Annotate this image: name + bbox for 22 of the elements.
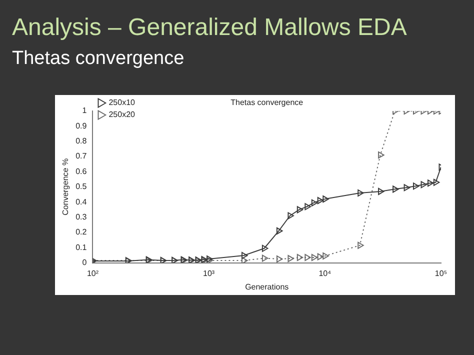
text: Thetas convergence: [230, 98, 304, 107]
x-tick-label: 10³: [203, 268, 215, 278]
legend-label: 250x20: [108, 110, 136, 120]
y-tick-label: 0.7: [76, 152, 88, 161]
legend-label: 250x10: [108, 98, 136, 108]
chart-subtitle: Thetas convergence: [12, 48, 184, 70]
y-tick-label: 0.2: [76, 228, 88, 237]
y-tick-label: 0.5: [76, 182, 88, 192]
y-axis-title: Convergence %: [61, 158, 70, 216]
x-tick-label: 10⁴: [318, 268, 332, 278]
y-tick-label: 0.6: [76, 166, 88, 176]
x-tick-label: 10²: [86, 268, 99, 278]
x-tick-label: 10⁵: [434, 268, 448, 278]
y-tick-label: 0: [82, 258, 88, 268]
y-tick-label: 0.1: [76, 242, 88, 252]
y-tick-label: 1: [82, 106, 88, 116]
chart-title: Analysis – Generalized Mallows EDA: [12, 14, 407, 42]
x-axis-title: Generations: [245, 282, 289, 292]
y-tick-label: 0.4: [76, 197, 88, 206]
y-tick-label: 0.8: [76, 136, 88, 146]
y-tick-label: 0.3: [76, 212, 88, 222]
y-tick-label: 0.9: [76, 121, 88, 130]
